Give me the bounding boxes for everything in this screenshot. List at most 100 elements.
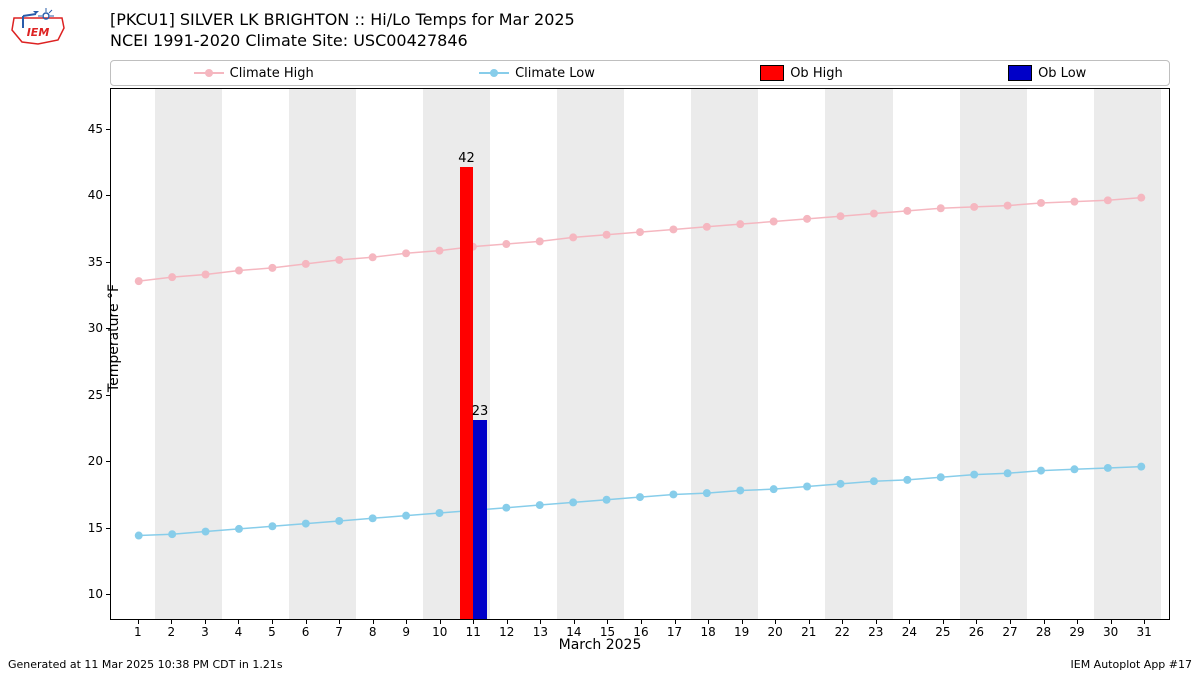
x-tick-label: 8 [369, 625, 377, 639]
x-tick-label: 6 [302, 625, 310, 639]
legend-label: Climate Low [515, 66, 595, 81]
series-marker-climate-low [903, 476, 911, 484]
legend-label: Climate High [230, 66, 314, 81]
series-marker-climate-low [1137, 463, 1145, 471]
y-tick-label: 45 [88, 122, 103, 136]
x-tick-label: 13 [533, 625, 548, 639]
series-marker-climate-high [536, 237, 544, 245]
x-tick-label: 10 [432, 625, 447, 639]
series-marker-climate-low [202, 528, 210, 536]
series-marker-climate-high [803, 215, 811, 223]
series-marker-climate-high [1070, 198, 1078, 206]
series-marker-climate-low [1004, 469, 1012, 477]
chart-plot-area: 1015202530354045123456789101112131415161… [110, 88, 1170, 620]
title-line2: NCEI 1991-2020 Climate Site: USC00427846 [110, 31, 575, 52]
x-tick-label: 31 [1137, 625, 1152, 639]
series-marker-climate-low [937, 473, 945, 481]
series-marker-climate-high [903, 207, 911, 215]
bar-ob_high [460, 167, 473, 619]
x-tick-label: 1 [134, 625, 142, 639]
x-tick-label: 23 [868, 625, 883, 639]
y-tick-label: 10 [88, 587, 103, 601]
y-tick-label: 30 [88, 321, 103, 335]
x-tick-label: 29 [1069, 625, 1084, 639]
legend: Climate High Climate Low Ob High Ob Low [110, 60, 1170, 86]
series-marker-climate-low [268, 522, 276, 530]
legend-label: Ob High [790, 66, 843, 81]
x-tick-label: 20 [768, 625, 783, 639]
series-marker-climate-high [1137, 194, 1145, 202]
x-tick-label: 25 [935, 625, 950, 639]
series-marker-climate-high [202, 271, 210, 279]
series-marker-climate-low [369, 514, 377, 522]
x-tick-label: 21 [801, 625, 816, 639]
title-line1: [PKCU1] SILVER LK BRIGHTON :: Hi/Lo Temp… [110, 10, 575, 31]
series-marker-climate-high [603, 231, 611, 239]
series-marker-climate-high [502, 240, 510, 248]
series-marker-climate-high [669, 225, 677, 233]
legend-ob-high: Ob High [760, 65, 843, 81]
series-marker-climate-low [402, 512, 410, 520]
x-tick-label: 19 [734, 625, 749, 639]
series-marker-climate-low [1037, 467, 1045, 475]
x-tick-label: 5 [268, 625, 276, 639]
series-marker-climate-high [1037, 199, 1045, 207]
y-axis-label: Temperature °F [106, 283, 122, 391]
x-tick-label: 7 [335, 625, 343, 639]
x-tick-label: 2 [168, 625, 176, 639]
x-axis-label: March 2025 [559, 637, 642, 653]
legend-climate-low: Climate Low [479, 66, 595, 81]
y-tick-label: 35 [88, 255, 103, 269]
bar-ob_low [473, 420, 486, 620]
series-marker-climate-low [669, 490, 677, 498]
series-marker-climate-low [335, 517, 343, 525]
series-marker-climate-low [168, 530, 176, 538]
x-tick-label: 27 [1002, 625, 1017, 639]
x-tick-label: 11 [466, 625, 481, 639]
legend-label: Ob Low [1038, 66, 1086, 81]
series-marker-climate-low [436, 509, 444, 517]
series-marker-climate-high [168, 273, 176, 281]
x-tick-label: 26 [969, 625, 984, 639]
series-marker-climate-high [436, 247, 444, 255]
y-tick-label: 20 [88, 454, 103, 468]
series-marker-climate-high [636, 228, 644, 236]
series-marker-climate-high [870, 210, 878, 218]
series-marker-climate-low [1070, 465, 1078, 473]
series-marker-climate-low [235, 525, 243, 533]
series-marker-climate-high [268, 264, 276, 272]
series-marker-climate-high [937, 204, 945, 212]
series-marker-climate-high [970, 203, 978, 211]
series-marker-climate-low [803, 483, 811, 491]
series-marker-climate-low [636, 493, 644, 501]
x-tick-label: 28 [1036, 625, 1051, 639]
series-line-climate-high [139, 198, 1142, 281]
legend-ob-low: Ob Low [1008, 65, 1086, 81]
legend-climate-high: Climate High [194, 66, 314, 81]
footer-app: IEM Autoplot App #17 [1071, 658, 1193, 671]
bar-label: 42 [458, 151, 475, 166]
x-tick-label: 3 [201, 625, 209, 639]
series-marker-climate-high [703, 223, 711, 231]
series-marker-climate-high [1004, 202, 1012, 210]
series-marker-climate-low [302, 520, 310, 528]
y-tick-label: 15 [88, 521, 103, 535]
svg-text:IEM: IEM [27, 26, 50, 39]
series-marker-climate-high [569, 233, 577, 241]
series-marker-climate-low [703, 489, 711, 497]
series-marker-climate-high [736, 220, 744, 228]
series-marker-climate-high [770, 218, 778, 226]
series-marker-climate-low [1104, 464, 1112, 472]
series-marker-climate-low [135, 532, 143, 540]
x-tick-label: 4 [235, 625, 243, 639]
series-marker-climate-low [770, 485, 778, 493]
footer-generated: Generated at 11 Mar 2025 10:38 PM CDT in… [8, 658, 283, 671]
y-tick-label: 40 [88, 188, 103, 202]
series-marker-climate-low [502, 504, 510, 512]
series-marker-climate-low [569, 498, 577, 506]
series-marker-climate-high [135, 277, 143, 285]
series-marker-climate-high [235, 267, 243, 275]
series-marker-climate-high [837, 212, 845, 220]
iem-logo: IEM [8, 8, 68, 48]
x-tick-label: 30 [1103, 625, 1118, 639]
